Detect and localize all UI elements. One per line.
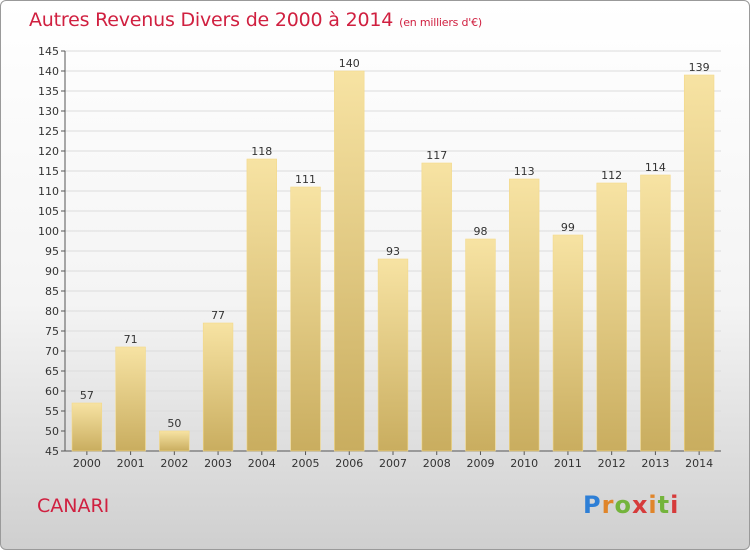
bar	[683, 74, 715, 452]
y-tick-label: 130	[38, 105, 59, 118]
x-tick-label: 2003	[204, 457, 232, 470]
bar-value-label: 139	[689, 61, 710, 74]
x-tick-label: 2009	[466, 457, 494, 470]
bar-value-label: 140	[339, 57, 360, 70]
chart-unit: (en milliers d'€)	[399, 16, 483, 29]
x-tick-label: 2008	[423, 457, 451, 470]
x-tick-label: 2006	[335, 457, 363, 470]
bar	[596, 182, 627, 452]
y-tick-label: 85	[45, 285, 59, 298]
logo-letter: P	[583, 491, 602, 519]
bar-value-label: 99	[561, 221, 575, 234]
bar-value-label: 93	[386, 245, 400, 258]
x-tick-label: 2001	[117, 457, 145, 470]
x-tick-label: 2002	[160, 457, 188, 470]
y-tick-label: 65	[45, 365, 59, 378]
bar	[115, 346, 146, 452]
chart-title: Autres Revenus Divers de 2000 à 2014 (en …	[29, 9, 482, 31]
bar-value-label: 111	[295, 173, 316, 186]
labels: 45 50 55 60 65 70 75 80 85 90 95 100 105 110 115 120 125…	[38, 45, 713, 470]
logo-letter: i	[670, 491, 680, 519]
bar-value-label: 114	[645, 161, 666, 174]
y-tick-label: 140	[38, 65, 59, 78]
bar	[334, 70, 365, 452]
y-tick-label: 145	[38, 45, 59, 58]
y-tick-label: 50	[45, 425, 59, 438]
x-tick-label: 2010	[510, 457, 538, 470]
x-tick-label: 2004	[248, 457, 276, 470]
bar-value-label: 77	[211, 309, 225, 322]
bar-value-label: 117	[426, 149, 447, 162]
y-tick-label: 100	[38, 225, 59, 238]
y-tick-label: 55	[45, 405, 59, 418]
proxiti-logo: Proxiti	[583, 491, 679, 519]
y-tick-label: 125	[38, 125, 59, 138]
bar-value-label: 112	[601, 169, 622, 182]
logo-letter: o	[614, 491, 632, 519]
logo-letter: t	[657, 491, 671, 519]
x-tick-label: 2005	[292, 457, 320, 470]
bar-value-label: 71	[124, 333, 138, 346]
logo-letter: i	[648, 491, 658, 519]
y-tick-label: 95	[45, 245, 59, 258]
y-tick-label: 105	[38, 205, 59, 218]
logo-letter: r	[601, 491, 615, 519]
y-tick-label: 90	[45, 265, 59, 278]
y-tick-label: 120	[38, 145, 59, 158]
bar	[421, 162, 452, 452]
bar-value-label: 118	[251, 145, 272, 158]
bar	[290, 186, 321, 452]
bar	[640, 174, 671, 452]
bar-value-label: 98	[473, 225, 487, 238]
y-tick-label: 75	[45, 325, 59, 338]
bars	[71, 70, 715, 452]
bar-value-label: 113	[514, 165, 535, 178]
bar	[202, 322, 234, 452]
bar	[159, 430, 190, 452]
x-tick-label: 2000	[73, 457, 101, 470]
logo-letter: x	[631, 491, 649, 519]
y-tick-label: 135	[38, 85, 59, 98]
bar-value-label: 57	[80, 389, 94, 402]
x-tick-label: 2011	[554, 457, 582, 470]
chart-title-text: Autres Revenus Divers de 2000 à 2014	[29, 9, 394, 31]
bar	[246, 158, 277, 452]
x-tick-label: 2013	[641, 457, 669, 470]
bar-value-label: 50	[167, 417, 181, 430]
y-tick-label: 45	[45, 445, 59, 458]
commune-name: CANARI	[37, 495, 110, 517]
y-tick-label: 70	[45, 345, 59, 358]
y-tick-label: 115	[38, 165, 59, 178]
x-tick-label: 2007	[379, 457, 407, 470]
x-tick-label: 2012	[598, 457, 626, 470]
bar	[509, 178, 540, 452]
y-tick-label: 60	[45, 385, 59, 398]
bar	[465, 238, 496, 452]
bar	[71, 402, 103, 452]
y-tick-label: 80	[45, 305, 59, 318]
x-tick-label: 2014	[685, 457, 713, 470]
y-tick-label: 110	[38, 185, 59, 198]
bar	[377, 258, 409, 452]
bar	[552, 234, 584, 452]
